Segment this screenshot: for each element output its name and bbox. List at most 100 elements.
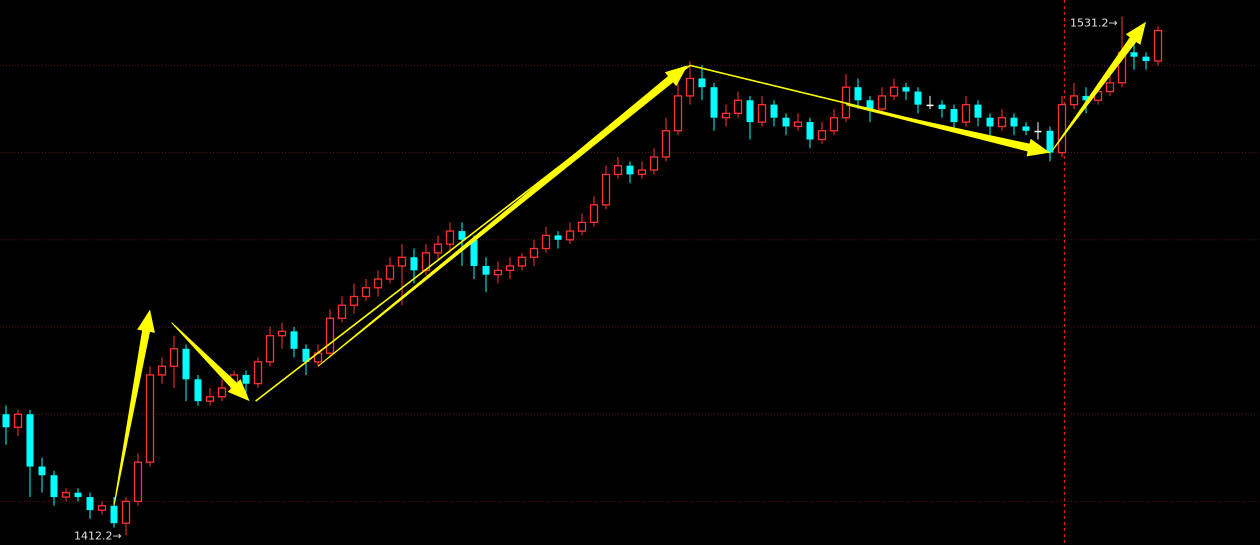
candle-body <box>806 122 814 140</box>
candle-body <box>613 165 623 176</box>
candle <box>950 104 958 131</box>
candle-body <box>817 130 827 141</box>
candle <box>505 257 515 280</box>
candle-body <box>685 77 695 97</box>
candle <box>806 117 814 149</box>
candle <box>433 235 443 262</box>
candle <box>974 100 982 127</box>
candle-body <box>1034 130 1042 133</box>
candle-body <box>325 317 335 354</box>
candle <box>926 95 934 109</box>
candle-body <box>829 117 839 132</box>
candle-body <box>554 235 562 240</box>
candle <box>217 379 227 402</box>
candle-body <box>302 348 310 362</box>
candle-body <box>721 112 731 119</box>
candle-body <box>373 278 383 289</box>
low-price-label: 1412.2→ <box>74 529 122 542</box>
candle <box>938 100 946 118</box>
candle-body <box>698 78 706 88</box>
candle-body <box>277 330 287 337</box>
trend-annotations <box>113 21 1146 506</box>
candle <box>577 213 587 236</box>
candle <box>470 235 478 280</box>
candle-body <box>577 221 587 232</box>
candle-body <box>38 466 46 476</box>
candle-body <box>649 156 659 171</box>
candle <box>626 161 634 184</box>
candle <box>770 100 778 127</box>
candle <box>97 501 107 515</box>
candle <box>1034 122 1042 140</box>
candle <box>841 74 851 123</box>
candle <box>529 239 539 266</box>
candle <box>661 117 671 162</box>
candle <box>194 374 202 406</box>
candle <box>325 309 335 358</box>
candle <box>26 409 34 498</box>
candle-body <box>866 100 874 109</box>
candle <box>565 222 575 245</box>
candle <box>110 497 118 528</box>
candle <box>1153 26 1163 66</box>
candle <box>61 488 71 502</box>
candle-body <box>601 173 611 206</box>
candle <box>169 335 179 389</box>
candle-body <box>133 461 143 503</box>
candle-body <box>26 414 34 467</box>
candle <box>133 453 143 506</box>
candle-body <box>458 231 466 240</box>
candle-body <box>914 91 922 105</box>
candle <box>157 357 167 384</box>
candle <box>373 270 383 297</box>
candle-body <box>770 104 778 118</box>
grid-lines <box>0 64 1260 502</box>
candle <box>277 322 287 349</box>
trend-arrow <box>317 65 688 367</box>
candle-body <box>733 99 743 115</box>
candle <box>710 82 718 131</box>
candle-body <box>974 104 982 118</box>
candle <box>397 244 407 306</box>
candle-body <box>121 500 131 524</box>
candle-body <box>529 247 539 258</box>
candle-body <box>1130 52 1138 57</box>
trend-arrow <box>113 309 155 506</box>
candle <box>589 196 599 227</box>
candle-body <box>793 121 803 128</box>
candle-body <box>205 396 215 402</box>
candle-body <box>1153 29 1163 62</box>
candle-body <box>110 505 118 524</box>
candle <box>782 113 790 136</box>
candle-body <box>349 295 359 306</box>
candle <box>1130 43 1138 70</box>
candle-body <box>86 497 94 511</box>
candle-body <box>889 86 899 97</box>
candle <box>997 109 1007 131</box>
candle-body <box>361 287 371 298</box>
candle <box>902 82 910 101</box>
candle-body <box>445 230 455 245</box>
candle <box>482 257 490 293</box>
candle-body <box>97 505 107 511</box>
candle <box>1022 122 1030 136</box>
candle-body <box>782 117 790 127</box>
candle-body <box>50 475 58 498</box>
candle-body <box>1142 56 1150 62</box>
candle <box>349 283 359 314</box>
candle <box>829 109 839 136</box>
candle-body <box>13 413 23 428</box>
candle <box>1010 113 1018 136</box>
candle <box>410 248 418 284</box>
trend-arrow <box>1051 21 1146 151</box>
candle <box>757 95 767 127</box>
candles <box>2 16 1163 536</box>
candle-body <box>253 361 263 385</box>
candle-body <box>217 387 227 398</box>
candle <box>302 344 310 375</box>
candle-body <box>902 87 910 92</box>
candle-body <box>1057 103 1067 154</box>
candle <box>1057 95 1067 157</box>
candle <box>877 87 887 114</box>
candle-body <box>433 243 443 254</box>
